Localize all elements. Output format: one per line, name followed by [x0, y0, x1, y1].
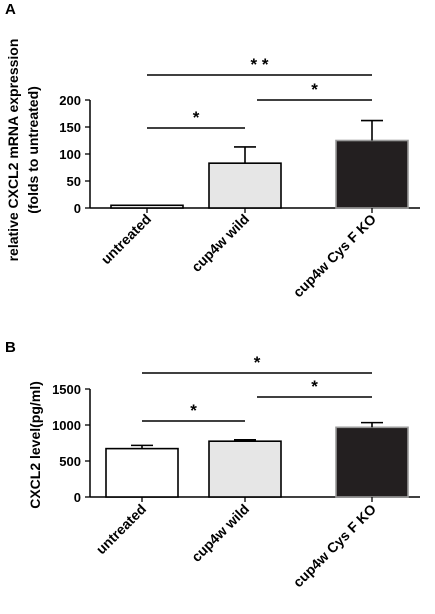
- panel-b-ylabel: CXCL2 level(pg/ml): [27, 381, 43, 509]
- panel-a-bar: [208, 162, 282, 209]
- panel-b-significance-label: *: [254, 353, 261, 372]
- panel-a-bar: [110, 204, 184, 209]
- panel-b-ytick-label: 1000: [52, 418, 81, 433]
- panel-b-category-label: cup4w Cys F KO: [290, 501, 380, 591]
- panel-b-category-label: untreated: [93, 501, 149, 557]
- panel-b-significance-label: *: [311, 377, 318, 396]
- panel-a-ylabel: relative CXCL2 mRNA expression: [5, 39, 21, 262]
- panel-a-significance-label: * *: [251, 55, 269, 74]
- panel-a-ytick-label: 0: [74, 201, 81, 216]
- panel-a-significance-label: *: [311, 80, 318, 99]
- panel-a-category-label: untreated: [98, 211, 154, 267]
- panel-a-ytick-label: 200: [59, 93, 81, 108]
- panel-a-ytick-label: 50: [67, 174, 81, 189]
- panel-b-ytick-label: 500: [59, 454, 81, 469]
- panel-a-bar: [335, 139, 409, 209]
- panel-a-label: A: [5, 1, 16, 18]
- panel-a-ytick-label: 100: [59, 147, 81, 162]
- panel-a-ylabel: (folds to untreated): [25, 86, 41, 214]
- panel-b: B CXCL2 level(pg/ml) 0 500 1000 1500 untreated…: [5, 339, 420, 590]
- panel-b-label: B: [5, 339, 16, 356]
- panel-a-significance-label: *: [193, 108, 200, 127]
- panel-b-bar: [208, 440, 282, 498]
- panel-b-significance-label: *: [190, 401, 197, 420]
- panel-b-bar: [105, 447, 179, 498]
- panel-b-ytick-label: 0: [74, 490, 81, 505]
- panel-b-category-label: cup4w wild: [188, 501, 252, 565]
- panel-a-category-label: cup4w wild: [188, 211, 252, 275]
- panel-b-bar: [335, 426, 409, 498]
- panel-a-ytick-label: 150: [59, 120, 81, 135]
- panel-a-category-label: cup4w Cys F KO: [290, 211, 380, 301]
- panel-b-ytick-label: 1500: [52, 382, 81, 397]
